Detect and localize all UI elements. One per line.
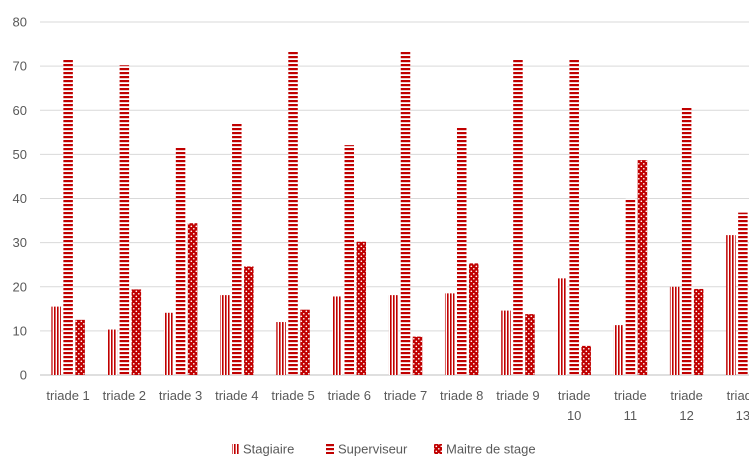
legend-label: Superviseur [338, 442, 408, 457]
gridlines [40, 21, 749, 376]
y-tick-label: 70 [13, 59, 27, 74]
bar-stagiaire [332, 296, 343, 375]
x-tick-label: triade 6 [328, 388, 371, 403]
x-tick-label: triade 9 [496, 388, 539, 403]
x-tick-label: triade 5 [271, 388, 314, 403]
bar-stagiaire [501, 310, 511, 375]
bar-maitre-de-stage [300, 309, 310, 375]
y-tick-label: 0 [20, 368, 27, 383]
bar-maitre-de-stage [637, 160, 648, 375]
y-tick-label: 30 [13, 235, 27, 250]
bar-maitre-de-stage [131, 289, 142, 375]
y-tick-label: 80 [13, 15, 27, 30]
x-tick-label: triade 2 [103, 388, 146, 403]
bar-superviseur [513, 59, 523, 375]
bar-maitre-de-stage [693, 288, 704, 375]
bar-stagiaire [726, 235, 736, 375]
bar-stagiaire [388, 295, 399, 375]
y-tick-label: 50 [13, 147, 27, 162]
legend-label: Stagiaire [243, 442, 294, 457]
bar-stagiaire [220, 295, 230, 375]
bar-superviseur [400, 51, 411, 375]
bar-superviseur [119, 65, 130, 376]
bar-maitre-de-stage [525, 314, 535, 375]
bar-superviseur [288, 51, 298, 375]
x-tick-label: triade [614, 388, 647, 403]
bar-stagiaire [276, 322, 286, 375]
bar-maitre-de-stage [581, 345, 591, 375]
x-tick-label: 11 [624, 408, 638, 423]
y-tick-label: 40 [13, 191, 27, 206]
bar-superviseur [344, 145, 355, 375]
x-tick-label: triade [727, 388, 749, 403]
y-tick-label: 60 [13, 103, 27, 118]
bar-stagiaire [107, 329, 118, 375]
bar-stagiaire [669, 286, 680, 375]
x-tick-label: 13 [736, 408, 749, 423]
bar-superviseur [232, 123, 242, 375]
bar-superviseur [625, 198, 636, 375]
x-tick-label: triade 3 [159, 388, 202, 403]
y-tick-label: 20 [13, 279, 27, 294]
x-tick-label: triade [670, 388, 703, 403]
legend-swatch [434, 444, 442, 454]
bar-maitre-de-stage [187, 223, 198, 375]
bar-stagiaire [51, 306, 61, 375]
x-tick-label: triade [558, 388, 591, 403]
bar-maitre-de-stage [75, 319, 85, 375]
x-tick-label: triade 1 [46, 388, 89, 403]
bar-stagiaire [557, 278, 567, 375]
bar-stagiaire [444, 293, 455, 375]
bar-maitre-de-stage [244, 266, 254, 375]
bar-maitre-de-stage [356, 241, 367, 375]
legend-label: Maitre de stage [446, 442, 536, 457]
x-tick-label: 12 [679, 408, 693, 423]
x-tick-label: triade 4 [215, 388, 258, 403]
bar-stagiaire [613, 325, 624, 375]
legend: Stagiaire Superviseur Maitre de stage [232, 442, 536, 457]
x-axis: triade 1 triade 2 triade 3 triade 4 triade 5… [46, 388, 749, 423]
x-tick-label: triade 8 [440, 388, 483, 403]
bar-stagiaire [163, 312, 174, 375]
bar-maitre-de-stage [412, 336, 423, 375]
bar-maitre-de-stage [468, 263, 479, 375]
legend-swatch [232, 444, 240, 454]
bar-superviseur [681, 107, 692, 375]
x-tick-label: 10 [567, 408, 581, 423]
bar-superviseur [175, 147, 186, 375]
bar-superviseur [63, 59, 73, 375]
bar-superviseur [738, 212, 748, 375]
y-axis: 0 10 20 30 40 50 60 70 80 [13, 15, 27, 383]
bars [51, 51, 748, 376]
x-tick-label: triade 7 [384, 388, 427, 403]
legend-swatch [326, 444, 334, 454]
bar-superviseur [569, 59, 579, 375]
bar-superviseur [456, 126, 467, 375]
y-tick-label: 10 [13, 323, 27, 338]
